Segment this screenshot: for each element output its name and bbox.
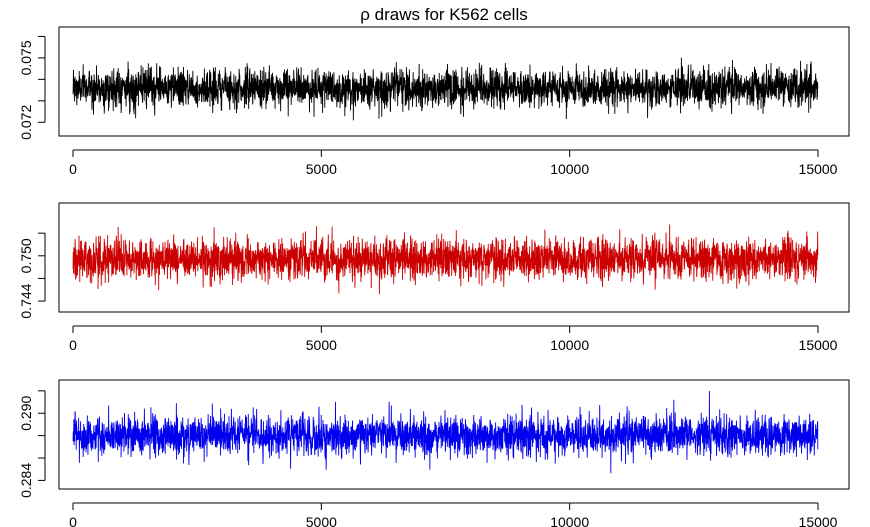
trace-line [72,57,819,121]
x-tick-label: 10000 [550,161,589,177]
plot-frame [58,202,850,313]
x-tick-label: 10000 [550,337,589,353]
y-tick-label: 0.750 [18,238,34,273]
y-tick-label: 0.075 [18,40,34,75]
x-tick-label: 15000 [799,337,838,353]
panels: 0 5000 10000 15000 0.072 0.075 0 5000 10000 15000… [18,26,850,527]
x-tick-label: 0 [69,161,77,177]
trace-line [72,391,819,474]
x-tick-label: 5000 [306,337,337,353]
trace-line [72,224,819,295]
x-tick-label: 15000 [799,161,838,177]
panel-3: 0 5000 10000 15000 0.284 0.290 [18,379,850,527]
panel-1: 0 5000 10000 15000 0.072 0.075 [18,26,850,177]
x-tick-label: 5000 [306,514,337,527]
x-tick-label: 10000 [550,514,589,527]
chart-title: ρ draws for K562 cells [360,5,527,24]
y-tick-label: 0.284 [18,463,34,498]
x-tick-label: 5000 [306,161,337,177]
y-tick-label: 0.072 [18,105,34,140]
x-tick-label: 0 [69,514,77,527]
x-tick-label: 15000 [799,514,838,527]
panel-2: 0 5000 10000 15000 0.744 0.750 [18,202,850,353]
plot-frame [58,26,850,137]
plot-frame [58,379,850,490]
y-tick-label: 0.744 [18,283,34,318]
x-tick-label: 0 [69,337,77,353]
y-tick-label: 0.290 [18,396,34,431]
